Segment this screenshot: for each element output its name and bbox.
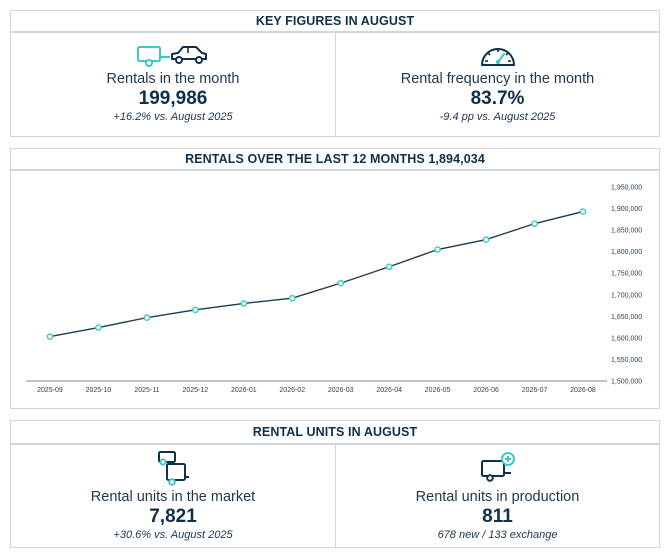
y-tick-label: 1,900,000 <box>611 206 642 213</box>
frequency-label: Rental frequency in the month <box>400 71 595 87</box>
data-point <box>143 314 151 321</box>
production-units-label: Rental units in production <box>415 489 580 505</box>
x-tick-label: 2025-09 <box>37 387 63 394</box>
market-units-label: Rental units in the market <box>90 489 256 505</box>
x-tick-label: 2026-08 <box>570 387 596 394</box>
frequency-value: 83.7% <box>470 88 525 109</box>
units-title-panel <box>10 420 660 444</box>
rentals-line-chart: 1,500,000 1,550,000 1,600,000 1,650,000 1,70… <box>26 185 642 394</box>
data-point <box>192 306 199 314</box>
data-point <box>531 220 538 227</box>
x-tick-label: 2026-06 <box>473 387 499 394</box>
market-units-sub: +30.6% vs. August 2025 <box>113 529 233 541</box>
x-tick-label: 2026-05 <box>425 387 451 394</box>
x-tick-label: 2025-10 <box>86 387 112 394</box>
data-point <box>288 294 296 302</box>
x-tick-label: 2026-04 <box>376 387 402 394</box>
y-tick-label: 1,950,000 <box>611 185 642 192</box>
y-tick-label: 1,700,000 <box>611 292 642 299</box>
key-figures-title-panel <box>10 10 660 32</box>
production-units-value: 811 <box>482 506 513 527</box>
data-point <box>579 208 587 215</box>
speedometer-icon <box>480 48 515 66</box>
production-units-sub: 678 new / 133 exchange <box>437 529 558 541</box>
rentals-kpi: Rentals in the month 199,986 +16.2% vs. … <box>11 41 335 123</box>
chart-title: RENTALS OVER THE LAST 12 MONTHS 1,894,03… <box>185 152 485 166</box>
key-figures-title: KEY FIGURES IN AUGUST <box>255 14 415 28</box>
trailer-add-icon <box>480 452 515 482</box>
y-tick-label: 1,600,000 <box>611 335 642 342</box>
data-point <box>240 300 248 307</box>
y-tick-label: 1,500,000 <box>611 379 642 386</box>
y-tick-label: 1,800,000 <box>611 249 642 256</box>
x-tick-label: 2025-11 <box>134 387 159 394</box>
market-units-kpi: Rental units in the market 7,821 +30.6% … <box>11 449 335 541</box>
market-units-value: 7,821 <box>149 506 197 527</box>
y-tick-label: 1,750,000 <box>611 271 642 278</box>
x-tick-label: 2026-02 <box>279 387 305 394</box>
chart-panel <box>10 170 660 409</box>
x-tick-label: 2026-03 <box>328 387 354 394</box>
rentals-value: 199,986 <box>138 88 208 109</box>
x-tick-label: 2026-01 <box>231 387 257 394</box>
y-tick-label: 1,650,000 <box>611 314 642 321</box>
data-point <box>46 333 54 340</box>
frequency-sub: -9.4 pp vs. August 2025 <box>439 111 556 123</box>
data-point <box>482 236 490 243</box>
series-line <box>49 210 584 338</box>
trailer-car-icon <box>137 46 207 67</box>
data-point <box>434 246 441 253</box>
x-tick-label: 2025-12 <box>183 387 209 394</box>
rentals-sub: +16.2% vs. August 2025 <box>113 111 233 123</box>
production-units-kpi: Rental units in production 811 678 new /… <box>336 449 659 541</box>
rentals-label: Rentals in the month <box>106 71 240 87</box>
data-point <box>95 324 102 331</box>
units-title: RENTAL UNITS IN AUGUST <box>252 425 418 439</box>
divider <box>335 444 336 548</box>
frequency-kpi: Rental frequency in the month 83.7% -9.4… <box>336 41 659 123</box>
y-tick-label: 1,550,000 <box>611 357 642 364</box>
chart-title-panel <box>10 148 660 170</box>
data-point <box>337 279 345 287</box>
divider <box>335 32 336 137</box>
y-tick-label: 1,850,000 <box>611 228 642 235</box>
x-tick-label: 2026-07 <box>522 387 548 394</box>
data-point <box>385 263 393 271</box>
trailers-icon <box>158 451 189 486</box>
